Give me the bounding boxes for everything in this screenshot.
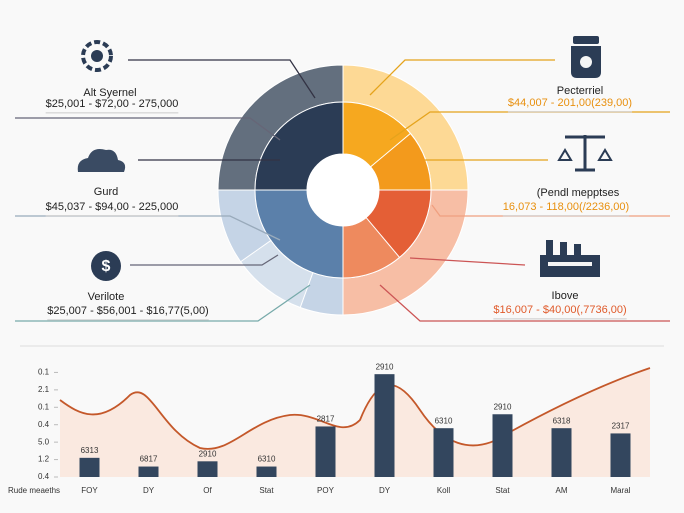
icon-dollar: $ [91,251,121,281]
connector [15,117,281,141]
callout-range: $44,007 - 201,00(239,00) [508,97,632,109]
connector [409,257,526,266]
icon-factory [540,240,600,277]
icon-scales [557,135,613,172]
callout-label: (Pendl mepptses [537,187,620,199]
bar [79,457,100,477]
connector [15,284,311,322]
value-label: 6817 [140,455,158,464]
y-tick-label: 0.4 [38,472,50,481]
callout-label: Verilote [88,291,125,303]
callout-range: $45,037 - $94,00 - 225,000 [46,201,179,213]
bar [374,374,395,477]
x-tick-label: AM [556,486,568,495]
value-label: 2910 [376,362,394,371]
donut [217,64,469,316]
callout-label: Pecterriel [557,85,603,97]
callout-label: Gurd [94,186,118,198]
x-tick-label: Of [203,486,212,495]
callout-label: Ibove [552,290,579,302]
donut-segment [239,239,314,309]
value-label: 2317 [612,422,630,431]
bar [138,466,159,477]
icon-jar [571,36,601,78]
icon-flower [81,40,113,72]
x-tick-label: Stat [259,486,274,495]
x-tick-label: DY [379,486,391,495]
y-tick-label: 1.2 [38,455,50,464]
y-tick-label: 5.0 [38,437,50,446]
icon-cloud [77,149,126,172]
y-tick-label: 0.1 [38,368,50,377]
connector [379,284,670,322]
bar [551,428,572,477]
y-tick-label: 0.1 [38,402,50,411]
svg-text:$: $ [102,258,111,275]
value-label: 6313 [81,446,99,455]
x-tick-label: Maral [610,486,630,495]
x-axis-label: Rude meaeths [8,486,60,495]
bar [433,428,454,477]
value-label: 6310 [258,455,276,464]
connector [130,254,279,266]
value-label: 6310 [435,416,453,425]
bar [315,426,336,477]
connector [128,59,316,99]
bar [197,461,218,477]
callout-label: Alt Syernel [83,87,136,99]
callout-range: $25,001 - $72,00 - 275,000 [46,98,179,110]
callout-range: $25,007 - $56,001 - $16,77(5,00) [47,305,208,317]
connector [369,59,555,96]
bar [610,433,631,477]
value-label: 2910 [199,449,217,458]
x-tick-label: DY [143,486,155,495]
bar [492,414,513,477]
value-label: 2817 [317,415,335,424]
bar [256,466,277,477]
x-tick-label: POY [317,486,335,495]
x-tick-label: Koll [437,486,451,495]
value-label: 2910 [494,402,512,411]
x-tick-label: Stat [495,486,510,495]
y-tick-label: 0.4 [38,420,50,429]
donut-hole [307,154,379,226]
y-tick-label: 2.1 [38,385,50,394]
callout-range: $16,007 - $40,00(,7736,00) [493,304,626,316]
value-label: 6318 [553,416,571,425]
x-tick-label: FOY [81,486,98,495]
callout-range: 16,073 - 118,00(/2236,00) [503,201,629,213]
